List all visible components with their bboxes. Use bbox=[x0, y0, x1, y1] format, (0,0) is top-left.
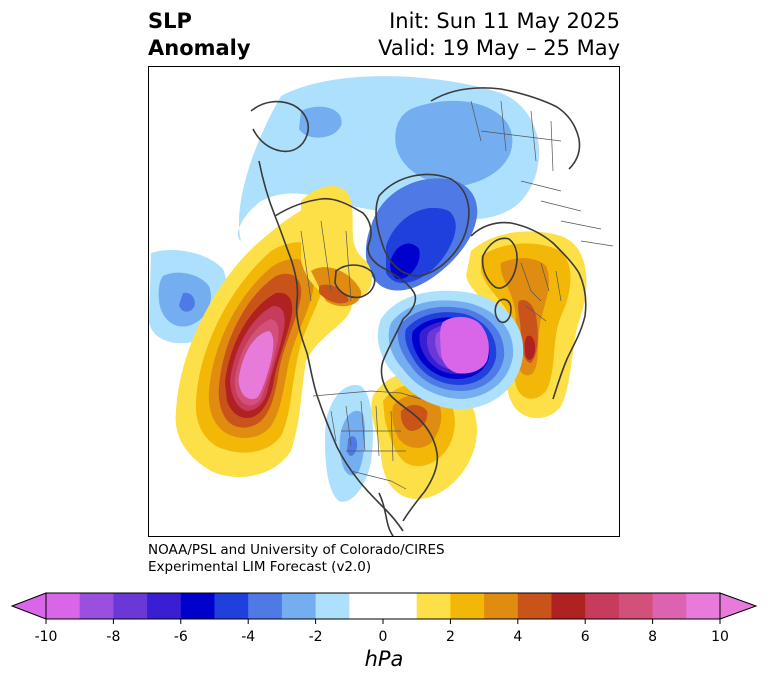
colorbar-svg: -10 -8 -6 -4 -2 0 2 4 6 8 10 bbox=[10, 592, 758, 645]
anomaly-europe-high-plus6 bbox=[524, 335, 536, 360]
border-europe-1 bbox=[520, 262, 562, 322]
border-layer bbox=[300, 100, 614, 490]
coastline-north-america-west bbox=[258, 160, 404, 532]
colorbar-swatch bbox=[79, 593, 114, 619]
colorbar-swatch bbox=[315, 593, 350, 619]
coastline-north-america-arctic bbox=[274, 197, 417, 320]
coastline-north-america-east bbox=[380, 318, 439, 522]
colorbar-swatch bbox=[517, 593, 552, 619]
colorbar-swatch bbox=[686, 593, 721, 619]
border-us-states-1 bbox=[330, 400, 406, 462]
anomaly-canada-high-plus5 bbox=[319, 284, 349, 304]
coastline-greenland bbox=[375, 173, 470, 277]
colorbar-swatch bbox=[618, 593, 654, 619]
colorbar-extend-max-arrow bbox=[719, 592, 758, 620]
colorbar-swatch bbox=[551, 593, 586, 619]
coastline-british-isles bbox=[494, 298, 512, 324]
colorbar-tick-label: 10 bbox=[711, 629, 729, 645]
map-title: SLP Anomaly bbox=[148, 8, 251, 62]
colorbar-swatch bbox=[281, 593, 317, 619]
colorbar-extend-min-arrow bbox=[10, 592, 47, 620]
colorbar-swatch bbox=[450, 593, 485, 619]
title-line-2: Anomaly bbox=[148, 36, 251, 60]
colorbar-tick-label: 2 bbox=[446, 629, 455, 645]
credit-line-2: Experimental LIM Forecast (v2.0) bbox=[148, 559, 372, 575]
valid-range: Valid: 19 May – 25 May bbox=[378, 36, 620, 60]
colorbar-swatch bbox=[113, 593, 148, 619]
colorbar-swatch bbox=[248, 593, 283, 619]
colorbar-tick-label: -8 bbox=[106, 629, 120, 645]
coastline-europe bbox=[470, 221, 587, 400]
border-us-mexico bbox=[350, 470, 407, 490]
credit-text: NOAA/PSL and University of Colorado/CIRE… bbox=[148, 542, 445, 576]
colorbar-swatch bbox=[180, 593, 215, 619]
border-siberia bbox=[520, 180, 614, 247]
anomaly-pacific-low-core bbox=[179, 292, 195, 312]
anomaly-fill-layer bbox=[149, 76, 587, 502]
slp-anomaly-map bbox=[148, 66, 620, 537]
colorbar-swatch bbox=[46, 593, 81, 619]
anomaly-polar-minus2 bbox=[395, 100, 513, 187]
colorbar-tick-label: 0 bbox=[379, 629, 388, 645]
anomaly-eastern-us-high-plus5 bbox=[400, 405, 428, 431]
title-line-1: SLP bbox=[148, 9, 192, 33]
colorbar-swatch bbox=[652, 593, 687, 619]
coastline-hudson-bay bbox=[334, 264, 376, 299]
map-canvas bbox=[149, 76, 614, 536]
coastline-asia-north bbox=[430, 87, 581, 170]
colorbar-tick-label: -6 bbox=[174, 629, 188, 645]
init-date: Init: Sun 11 May 2025 bbox=[389, 9, 620, 33]
colorbar-swatch bbox=[214, 593, 249, 619]
colorbar-units-label: hPa bbox=[364, 647, 404, 671]
colorbar-tick-label: -10 bbox=[35, 629, 58, 645]
border-asia-1 bbox=[470, 100, 562, 172]
anomaly-pacific-high-plus9 bbox=[238, 331, 274, 400]
colorbar-swatch bbox=[484, 593, 519, 619]
coastline-scandinavia bbox=[481, 237, 518, 289]
colorbar-swatch bbox=[147, 593, 182, 619]
anomaly-arctic-low-core bbox=[390, 243, 420, 280]
anomaly-atlantic-low-minus9 bbox=[440, 316, 489, 374]
colorbar-tick-label: 6 bbox=[581, 629, 590, 645]
colorbar-swatch bbox=[349, 593, 384, 619]
colorbar-tick-label: -4 bbox=[241, 629, 255, 645]
map-outline-layer bbox=[250, 87, 587, 536]
colorbar-swatch bbox=[585, 593, 620, 619]
colorbar-tick-label: -2 bbox=[309, 629, 323, 645]
border-canada-provinces bbox=[300, 220, 352, 302]
anomaly-polar-minus2b bbox=[299, 106, 342, 138]
coastline-central-america bbox=[378, 492, 394, 536]
colorbar-tick-label: 8 bbox=[648, 629, 657, 645]
credit-line-1: NOAA/PSL and University of Colorado/CIRE… bbox=[148, 542, 445, 558]
border-us-canada bbox=[312, 390, 422, 400]
colorbar-tick-label: 4 bbox=[513, 629, 522, 645]
colorbar-swatch bbox=[383, 593, 418, 619]
colorbar-swatch bbox=[416, 593, 451, 619]
colorbar: -10 -8 -6 -4 -2 0 2 4 6 8 10 bbox=[10, 590, 758, 654]
forecast-dates: Init: Sun 11 May 2025 Valid: 19 May – 25… bbox=[378, 8, 620, 62]
coastline-alaska bbox=[250, 100, 309, 153]
